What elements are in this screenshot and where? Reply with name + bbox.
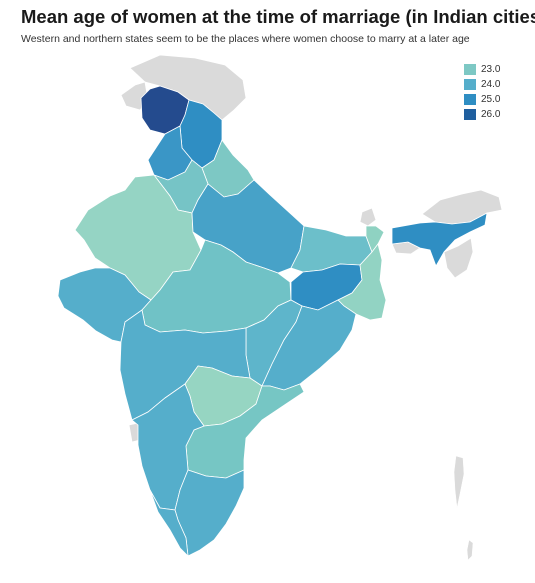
legend-item: 26.0 [464, 107, 524, 121]
legend-item: 24.0 [464, 77, 524, 91]
legend-label: 24.0 [481, 78, 501, 90]
state-odisha[interactable] [261, 299, 357, 391]
map-legend: 23.0 24.0 25.0 26.0 [464, 62, 524, 122]
region-andaman-islands [453, 455, 465, 509]
state-west-bengal[interactable] [337, 243, 387, 321]
legend-swatch [464, 63, 476, 75]
india-choropleth-map [57, 54, 503, 561]
state-karnataka[interactable] [131, 383, 205, 511]
legend-swatch [464, 78, 476, 90]
legend-swatch [464, 93, 476, 105]
chart-subtitle: Western and northern states seem to be t… [21, 33, 470, 45]
state-assam[interactable] [391, 212, 488, 267]
region-sikkim-nodata [359, 207, 377, 227]
chart-title: Mean age of women at the time of marriag… [21, 6, 535, 27]
legend-item: 25.0 [464, 92, 524, 106]
region-nicobar-islands [466, 539, 474, 561]
legend-swatch [464, 108, 476, 120]
legend-label: 23.0 [481, 63, 501, 75]
state-kerala[interactable] [149, 489, 189, 558]
legend-label: 26.0 [481, 108, 501, 120]
legend-item: 23.0 [464, 62, 524, 76]
legend-label: 25.0 [481, 93, 501, 105]
region-arunachal-nodata [421, 189, 503, 225]
region-ne-nodata [443, 237, 474, 279]
